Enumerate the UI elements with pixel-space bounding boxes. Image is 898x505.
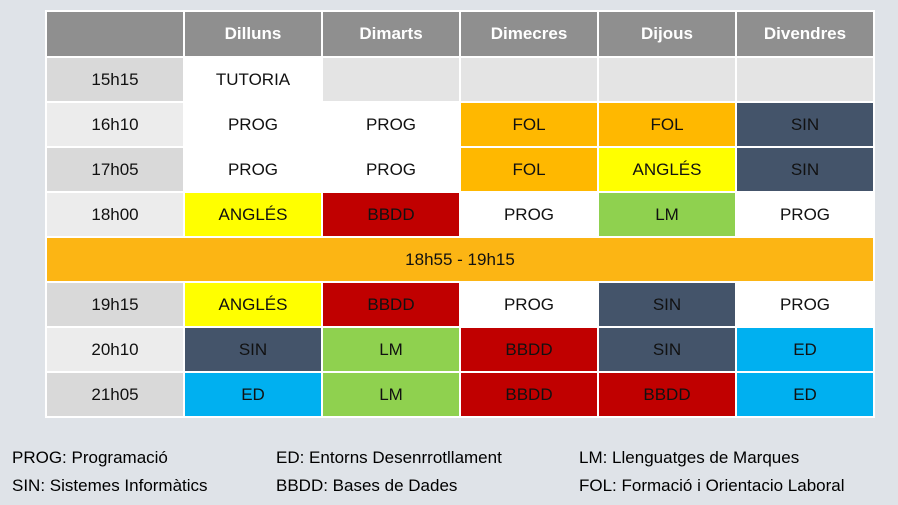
subject-cell: LM — [321, 371, 461, 418]
subject-cell: LM — [597, 191, 737, 238]
subject-cell: BBDD — [321, 191, 461, 238]
table-row: 20h10 SIN LM BBDD SIN ED — [45, 326, 875, 373]
subject-cell: ANGLÉS — [597, 146, 737, 193]
subject-cell: BBDD — [321, 281, 461, 328]
subject-cell: ED — [735, 371, 875, 418]
subject-cell: PROG — [183, 146, 323, 193]
timetable: Dilluns Dimarts Dimecres Dijous Divendre… — [45, 10, 875, 418]
legend-item-lm: LM: Llenguatges de Marques — [579, 448, 800, 467]
subject-cell: PROG — [459, 191, 599, 238]
subject-cell: PROG — [459, 281, 599, 328]
subject-cell: BBDD — [597, 371, 737, 418]
header-day: Dilluns — [183, 10, 323, 58]
break-row: 18h55 - 19h15 — [45, 236, 875, 283]
subject-cell: PROG — [321, 146, 461, 193]
subject-cell: TUTORIA — [183, 56, 323, 103]
table-row: 17h05 PROG PROG FOL ANGLÉS SIN — [45, 146, 875, 193]
subject-cell: PROG — [735, 281, 875, 328]
table-row: 21h05 ED LM BBDD BBDD ED — [45, 371, 875, 418]
legend: PROG: Programació SIN: Sistemes Informàt… — [12, 444, 892, 500]
legend-item-prog: PROG: Programació — [12, 448, 168, 467]
subject-cell: LM — [321, 326, 461, 373]
time-cell: 17h05 — [45, 146, 185, 193]
table-row: 19h15 ANGLÉS BBDD PROG SIN PROG — [45, 281, 875, 328]
subject-cell: ANGLÉS — [183, 281, 323, 328]
header-day: Divendres — [735, 10, 875, 58]
table-row: 16h10 PROG PROG FOL FOL SIN — [45, 101, 875, 148]
subject-cell: SIN — [735, 101, 875, 148]
empty-cell — [321, 56, 461, 103]
subject-cell: SIN — [597, 326, 737, 373]
time-cell: 18h00 — [45, 191, 185, 238]
break-cell: 18h55 - 19h15 — [45, 236, 875, 283]
header-corner — [45, 10, 185, 58]
subject-cell: ED — [183, 371, 323, 418]
subject-cell: FOL — [597, 101, 737, 148]
subject-cell: BBDD — [459, 326, 599, 373]
subject-cell: BBDD — [459, 371, 599, 418]
subject-cell: PROG — [735, 191, 875, 238]
timetable-body: 15h15 TUTORIA 16h10 PROG PROG FOL FOL SIN 17h05 P… — [45, 56, 875, 418]
legend-item-sin: SIN: Sistemes Informàtics — [12, 476, 208, 495]
time-cell: 21h05 — [45, 371, 185, 418]
legend-column: PROG: Programació SIN: Sistemes Informàt… — [12, 444, 208, 500]
header-day: Dimarts — [321, 10, 461, 58]
legend-column: ED: Entorns Desenrrotllament BBDD: Bases… — [276, 444, 502, 500]
time-cell: 19h15 — [45, 281, 185, 328]
subject-cell: PROG — [321, 101, 461, 148]
subject-cell: SIN — [735, 146, 875, 193]
empty-cell — [459, 56, 599, 103]
table-row: 15h15 TUTORIA — [45, 56, 875, 103]
legend-item-ed: ED: Entorns Desenrrotllament — [276, 448, 502, 467]
subject-cell: ED — [735, 326, 875, 373]
subject-cell: ANGLÉS — [183, 191, 323, 238]
time-cell: 15h15 — [45, 56, 185, 103]
time-cell: 16h10 — [45, 101, 185, 148]
empty-cell — [597, 56, 737, 103]
header-day: Dimecres — [459, 10, 599, 58]
legend-item-bbdd: BBDD: Bases de Dades — [276, 476, 458, 495]
subject-cell: FOL — [459, 146, 599, 193]
subject-cell: SIN — [183, 326, 323, 373]
legend-item-fol: FOL: Formació i Orientacio Laboral — [579, 476, 845, 495]
subject-cell: SIN — [597, 281, 737, 328]
header-day: Dijous — [597, 10, 737, 58]
subject-cell: PROG — [183, 101, 323, 148]
legend-column: LM: Llenguatges de Marques FOL: Formació… — [579, 444, 845, 500]
empty-cell — [735, 56, 875, 103]
subject-cell: FOL — [459, 101, 599, 148]
header-row: Dilluns Dimarts Dimecres Dijous Divendre… — [45, 10, 875, 58]
time-cell: 20h10 — [45, 326, 185, 373]
table-row: 18h00 ANGLÉS BBDD PROG LM PROG — [45, 191, 875, 238]
